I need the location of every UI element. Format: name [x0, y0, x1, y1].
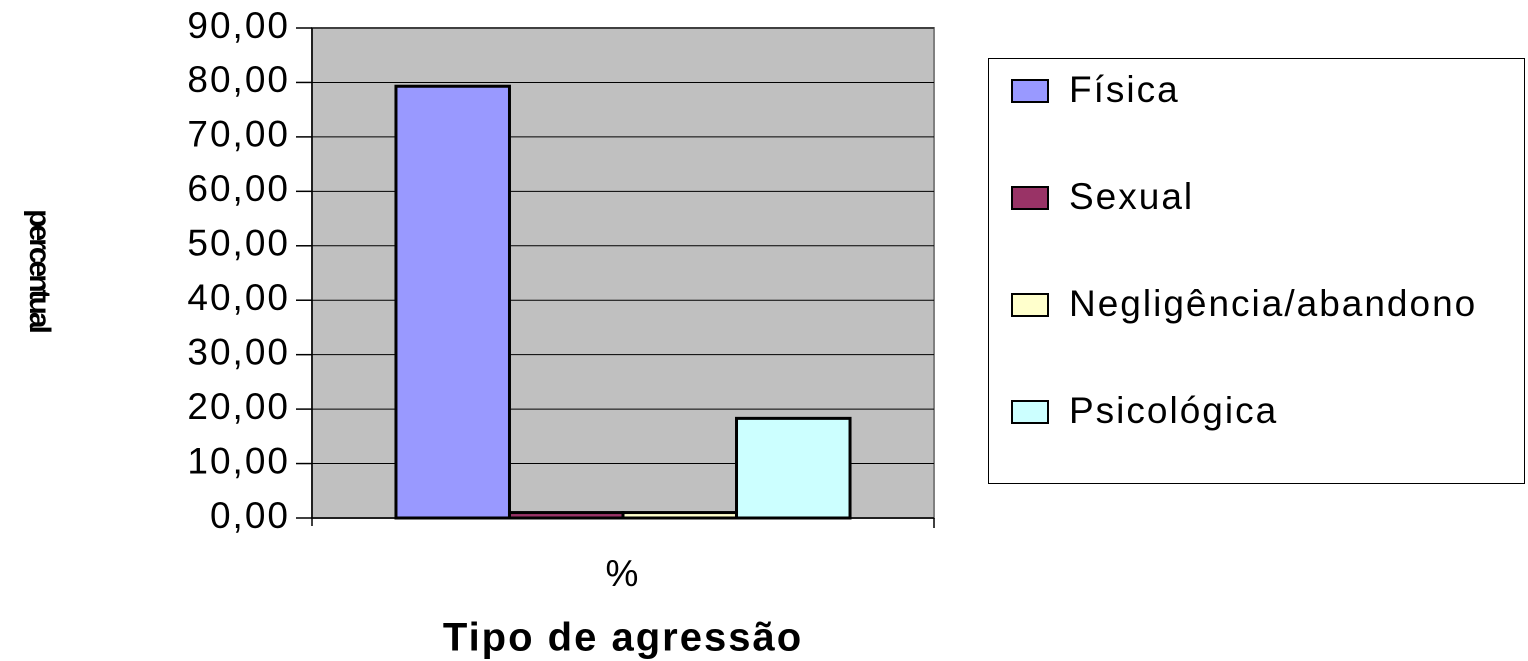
legend-swatch — [1011, 293, 1049, 317]
y-tick-label: 90,00 — [187, 5, 290, 46]
y-axis-label: percentual — [23, 209, 56, 332]
x-tick-label: % — [606, 553, 641, 594]
legend-item: Física — [1011, 67, 1511, 113]
y-tick-label: 0,00 — [210, 495, 290, 536]
y-tick-label: 50,00 — [187, 223, 290, 264]
legend-swatch — [1011, 400, 1049, 424]
legend-label: Sexual — [1069, 176, 1195, 217]
legend-label: Física — [1069, 69, 1180, 110]
y-tick-label: 40,00 — [187, 277, 290, 318]
y-tick-label: 60,00 — [187, 168, 290, 209]
legend-label: Negligência/abandono — [1069, 283, 1478, 324]
legend: Física Sexual Negligência/abandono Psicológ… — [988, 58, 1525, 484]
bar — [394, 84, 511, 520]
bar — [507, 511, 625, 520]
bar — [735, 416, 852, 520]
legend-item: Psicológica — [1011, 388, 1511, 434]
legend-swatch — [1011, 186, 1049, 210]
bar — [621, 511, 739, 520]
x-axis-label: Tipo de agressão — [443, 616, 803, 660]
legend-label: Psicológica — [1069, 390, 1279, 431]
legend-item: Negligência/abandono — [1011, 281, 1511, 327]
y-tick-label: 20,00 — [187, 386, 290, 427]
y-tick-label: 70,00 — [187, 114, 290, 155]
y-tick-label: 10,00 — [187, 440, 290, 481]
y-tick-label: 30,00 — [187, 331, 290, 372]
legend-item: Sexual — [1011, 174, 1511, 220]
legend-swatch — [1011, 79, 1049, 103]
y-tick-label: 80,00 — [187, 59, 290, 100]
